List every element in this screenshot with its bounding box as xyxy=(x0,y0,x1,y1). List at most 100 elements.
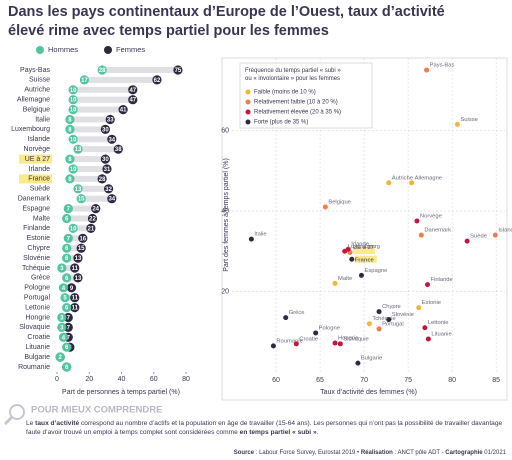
category-label: Grèce xyxy=(31,275,50,282)
dot xyxy=(62,342,72,352)
x-tick-label: 60 xyxy=(272,377,280,384)
legend-title: Fréquence du temps partiel « subi » ou « … xyxy=(245,68,341,82)
y-axis-label: Part des femmes à temps partiel (%) xyxy=(223,158,230,272)
value-label: 8 xyxy=(68,177,72,183)
range-bar xyxy=(69,126,106,133)
dot xyxy=(76,243,86,253)
category-label: Croatie xyxy=(27,334,50,341)
point xyxy=(418,232,424,238)
value-label: 10 xyxy=(70,88,77,94)
highlight xyxy=(354,255,377,263)
dot xyxy=(58,332,69,342)
point-label: Italie xyxy=(254,232,266,238)
range-bar xyxy=(65,294,75,301)
point xyxy=(386,317,392,323)
category-label: Roumanie xyxy=(18,364,50,371)
legend-box xyxy=(239,62,373,129)
dot xyxy=(66,283,77,293)
point xyxy=(270,343,276,349)
legend-swatch xyxy=(245,99,251,105)
dot xyxy=(73,144,83,154)
value-label: 22 xyxy=(89,216,96,222)
range-bar xyxy=(66,274,78,281)
x-tick-label: 70 xyxy=(360,377,368,384)
category-label: Hongrie xyxy=(25,314,50,321)
value-label: 3 xyxy=(60,315,64,321)
point-label: Slovénie xyxy=(392,312,414,318)
range-bar xyxy=(102,67,178,73)
text-segment: : ANCT pôle ADT - xyxy=(392,450,446,456)
dot xyxy=(73,253,83,263)
dot xyxy=(63,312,73,323)
point xyxy=(355,360,361,366)
value-label: 33 xyxy=(107,117,114,123)
point-label: Bulgarie xyxy=(361,356,382,362)
dot xyxy=(100,154,110,164)
dot xyxy=(68,164,78,174)
category-label: Lettonie xyxy=(25,304,50,311)
value-label: 10 xyxy=(70,98,77,104)
category-label: Islande xyxy=(27,136,50,143)
range-bar xyxy=(68,205,96,212)
value-label: 15 xyxy=(78,246,85,252)
range-bar xyxy=(73,136,112,143)
text-segment: taux d’activité xyxy=(35,420,80,427)
value-label: 17 xyxy=(81,78,88,84)
range-bar xyxy=(69,156,106,163)
dot xyxy=(65,114,75,125)
value-label: 3 xyxy=(60,266,64,272)
category-label: Slovaquie xyxy=(19,324,50,331)
category-label: Pologne xyxy=(24,285,50,292)
range-bar xyxy=(66,255,78,262)
dot xyxy=(70,303,80,313)
magnifier-icon xyxy=(3,415,14,426)
value-label: 31 xyxy=(104,167,111,173)
value-label: 10 xyxy=(70,108,77,114)
value-label: 10 xyxy=(70,137,77,143)
range-bar xyxy=(73,96,133,103)
point-label: Lettonie xyxy=(428,320,449,326)
value-label: 8 xyxy=(68,157,72,163)
x-tick-label: 65 xyxy=(316,377,324,384)
value-label: 34 xyxy=(108,137,115,143)
point-label: UE à 27 xyxy=(353,245,374,251)
range-bar xyxy=(66,215,93,222)
point-label: Pays-Bas xyxy=(430,63,455,69)
dot xyxy=(57,322,67,332)
point-label: Lituanie xyxy=(431,332,451,338)
value-label: 13 xyxy=(75,276,82,282)
range-bar xyxy=(77,146,119,153)
point xyxy=(416,305,422,311)
value-label: 8 xyxy=(68,127,72,133)
value-label: 6 xyxy=(65,365,69,371)
point xyxy=(313,330,319,336)
point xyxy=(349,256,355,262)
value-label: 6 xyxy=(65,345,69,351)
category-label: Tchéquie xyxy=(22,265,50,272)
text-segment: 01/2021 xyxy=(482,450,506,456)
scatter-frame xyxy=(221,57,508,401)
legend-label: Forte (plus de 35 %) xyxy=(254,120,308,126)
x-axis-label: Part de personnes à temps partiel (%) xyxy=(62,389,180,396)
value-label: 4 xyxy=(62,286,66,292)
dot xyxy=(65,124,75,134)
dot xyxy=(73,184,83,194)
dot xyxy=(128,85,138,95)
point-label: Roumanie xyxy=(276,338,302,344)
value-label: 28 xyxy=(99,68,106,74)
category-label: Italie xyxy=(35,116,50,123)
category-label: Slovénie xyxy=(23,255,50,262)
point xyxy=(332,280,338,286)
point xyxy=(283,315,289,321)
dot xyxy=(62,362,72,372)
value-label: 28 xyxy=(99,177,106,183)
dot xyxy=(87,213,98,224)
dot xyxy=(62,273,72,283)
point-label: Finlande xyxy=(431,277,453,283)
text-segment: Le xyxy=(26,420,36,427)
category-label: France xyxy=(28,176,50,183)
point-label: Belgique xyxy=(328,199,351,205)
point xyxy=(422,325,428,331)
point-label: Croatie xyxy=(299,336,318,342)
